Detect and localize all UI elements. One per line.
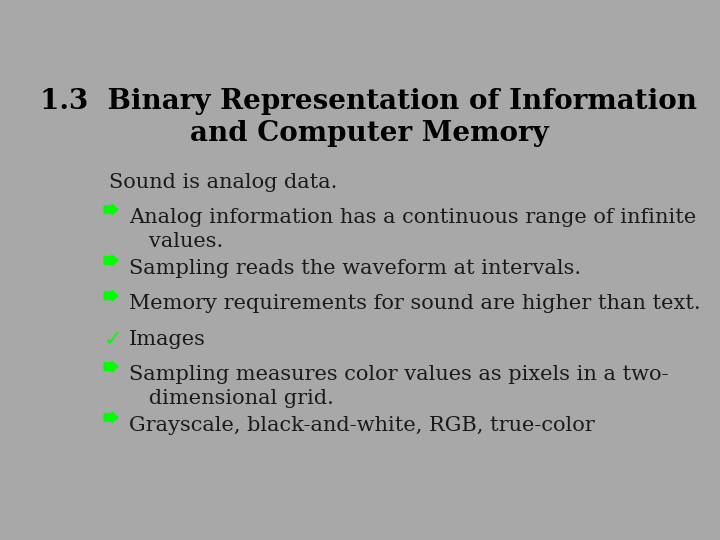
Text: Sound is analog data.: Sound is analog data. <box>109 173 337 192</box>
FancyArrow shape <box>104 291 118 301</box>
Text: Sampling reads the waveform at intervals.: Sampling reads the waveform at intervals… <box>129 259 581 278</box>
FancyArrow shape <box>104 204 118 215</box>
Text: Grayscale, black-and-white, RGB, true-color: Grayscale, black-and-white, RGB, true-co… <box>129 416 595 435</box>
Text: Images: Images <box>129 330 206 349</box>
FancyArrow shape <box>104 361 118 372</box>
Text: Sampling measures color values as pixels in a two-
   dimensional grid.: Sampling measures color values as pixels… <box>129 365 668 408</box>
Text: Analog information has a continuous range of infinite
   values.: Analog information has a continuous rang… <box>129 208 696 251</box>
FancyArrow shape <box>104 255 118 266</box>
Text: Memory requirements for sound are higher than text.: Memory requirements for sound are higher… <box>129 294 701 313</box>
FancyArrow shape <box>104 412 118 423</box>
Text: ✓: ✓ <box>104 330 122 350</box>
Text: 1.3  Binary Representation of Information
and Computer Memory: 1.3 Binary Representation of Information… <box>40 88 698 147</box>
